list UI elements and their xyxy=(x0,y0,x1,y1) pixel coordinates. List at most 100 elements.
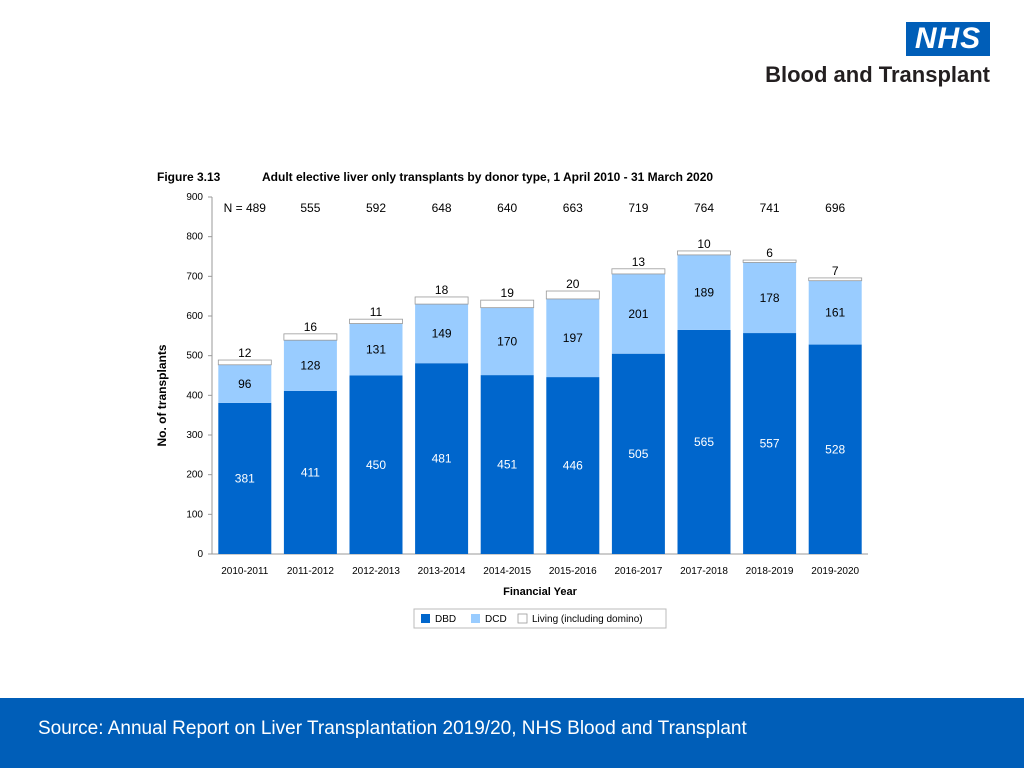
bar-dcd xyxy=(480,307,534,376)
data-label-living: 16 xyxy=(304,320,318,334)
data-label-dbd: 381 xyxy=(235,471,255,485)
total-label: 555 xyxy=(300,201,320,215)
data-label-dbd: 450 xyxy=(366,458,386,472)
data-label-dcd: 170 xyxy=(497,334,517,348)
bar-dbd xyxy=(808,344,862,554)
bar-dbd xyxy=(611,353,665,554)
y-tick-label: 300 xyxy=(186,430,203,441)
x-tick-label: 2012-2013 xyxy=(352,566,400,577)
data-label-dcd: 128 xyxy=(300,359,320,373)
bar-dcd xyxy=(611,273,665,354)
y-tick-label: 500 xyxy=(186,351,203,362)
y-tick-label: 100 xyxy=(186,509,203,520)
data-label-dbd: 557 xyxy=(760,437,780,451)
legend-box xyxy=(413,608,667,629)
data-label-living: 18 xyxy=(435,283,449,297)
data-label-dbd: 446 xyxy=(563,459,583,473)
bar-living xyxy=(414,296,469,305)
x-tick-label: 2013-2014 xyxy=(418,566,466,577)
y-tick-label: 200 xyxy=(186,470,203,481)
y-tick-label: 800 xyxy=(186,232,203,243)
bar-living xyxy=(677,250,731,256)
total-label: 592 xyxy=(366,201,386,215)
figure-number: Figure 3.13 xyxy=(157,170,221,184)
x-tick-label: 2018-2019 xyxy=(746,566,794,577)
x-tick-label: 2011-2012 xyxy=(287,566,335,577)
bar-dbd xyxy=(283,390,337,554)
data-label-dbd: 411 xyxy=(301,465,320,479)
bar-dbd xyxy=(546,377,600,554)
legend-label-living: Living (including domino) xyxy=(532,614,643,625)
total-label: 663 xyxy=(563,201,583,215)
total-label: 741 xyxy=(760,201,780,215)
bar-dcd xyxy=(218,364,272,403)
y-tick-label: 700 xyxy=(186,271,203,282)
x-tick-label: 2016-2017 xyxy=(614,566,662,577)
data-label-dcd: 161 xyxy=(825,306,845,320)
bar-living xyxy=(611,268,666,275)
data-label-dbd: 528 xyxy=(825,442,845,456)
bar-living xyxy=(217,359,272,366)
data-label-living: 11 xyxy=(370,305,383,319)
x-tick-label: 2019-2020 xyxy=(811,566,859,577)
bar-dcd xyxy=(677,254,731,330)
data-label-dcd: 131 xyxy=(366,343,386,357)
total-label: 719 xyxy=(628,201,648,215)
bar-dcd xyxy=(283,340,337,391)
source-text: Source: Annual Report on Liver Transplan… xyxy=(38,718,747,739)
legend-swatch-living xyxy=(517,613,528,624)
bar-living xyxy=(742,259,797,263)
legend-swatch-dcd xyxy=(471,614,480,623)
bar-dbd xyxy=(218,402,272,554)
data-label-living: 19 xyxy=(501,286,515,300)
data-label-dcd: 201 xyxy=(628,307,648,321)
y-tick-label: 900 xyxy=(186,192,203,203)
y-tick-label: 0 xyxy=(197,549,203,560)
bar-dbd xyxy=(743,333,797,554)
data-label-living: 12 xyxy=(238,346,252,360)
bar-dbd xyxy=(480,375,534,554)
data-label-living: 10 xyxy=(697,237,711,251)
data-label-dbd: 565 xyxy=(694,435,714,449)
data-label-living: 7 xyxy=(832,264,839,278)
total-label: 764 xyxy=(694,201,714,215)
data-label-dcd: 189 xyxy=(694,285,714,299)
data-label-dbd: 451 xyxy=(497,458,517,472)
y-tick-label: 400 xyxy=(186,390,203,401)
x-axis-label: Financial Year xyxy=(503,586,578,598)
data-label-dcd: 178 xyxy=(760,291,780,305)
data-label-living: 6 xyxy=(766,246,773,260)
bar-dcd xyxy=(546,298,600,378)
data-label-living: 20 xyxy=(566,277,580,291)
bar-dcd xyxy=(808,280,862,345)
legend-label-dbd: DBD xyxy=(435,614,456,625)
footer-bar: Source: Annual Report on Liver Transplan… xyxy=(0,698,1024,768)
bar-dbd xyxy=(677,329,731,554)
total-label: N = 489 xyxy=(224,201,267,215)
y-axis-label: No. of transplants xyxy=(155,344,169,446)
data-label-dcd: 197 xyxy=(563,331,583,345)
x-tick-label: 2010-2011 xyxy=(221,566,269,577)
x-tick-label: 2017-2018 xyxy=(680,566,728,577)
data-label-living: 13 xyxy=(632,255,646,269)
nhs-logo-mark: NHS xyxy=(906,22,990,56)
bar-dcd xyxy=(415,304,469,364)
nhs-logo-subtitle: Blood and Transplant xyxy=(765,62,990,87)
stacked-bar-chart: 0 100 200 300 400 500 600 700 800 900 No. of trans… xyxy=(155,192,868,629)
data-label-dbd: 505 xyxy=(628,447,648,461)
x-tick-label: 2015-2016 xyxy=(549,566,597,577)
x-tick-label: 2014-2015 xyxy=(483,566,531,577)
bar-living xyxy=(349,318,403,324)
y-tick-label: 600 xyxy=(186,311,203,322)
bar-dbd xyxy=(349,375,403,554)
bar-living xyxy=(480,299,535,309)
bar-dcd xyxy=(743,262,797,334)
legend-swatch-dbd xyxy=(421,614,430,623)
nhs-logo: NHS Blood and Transplant xyxy=(760,18,1010,88)
data-label-dbd: 481 xyxy=(432,452,452,466)
total-label: 648 xyxy=(432,201,452,215)
legend-label-dcd: DCD xyxy=(485,614,507,625)
bar-living xyxy=(808,277,863,282)
bar-dcd xyxy=(349,323,403,376)
figure-title: Adult elective liver only transplants by… xyxy=(262,170,714,184)
